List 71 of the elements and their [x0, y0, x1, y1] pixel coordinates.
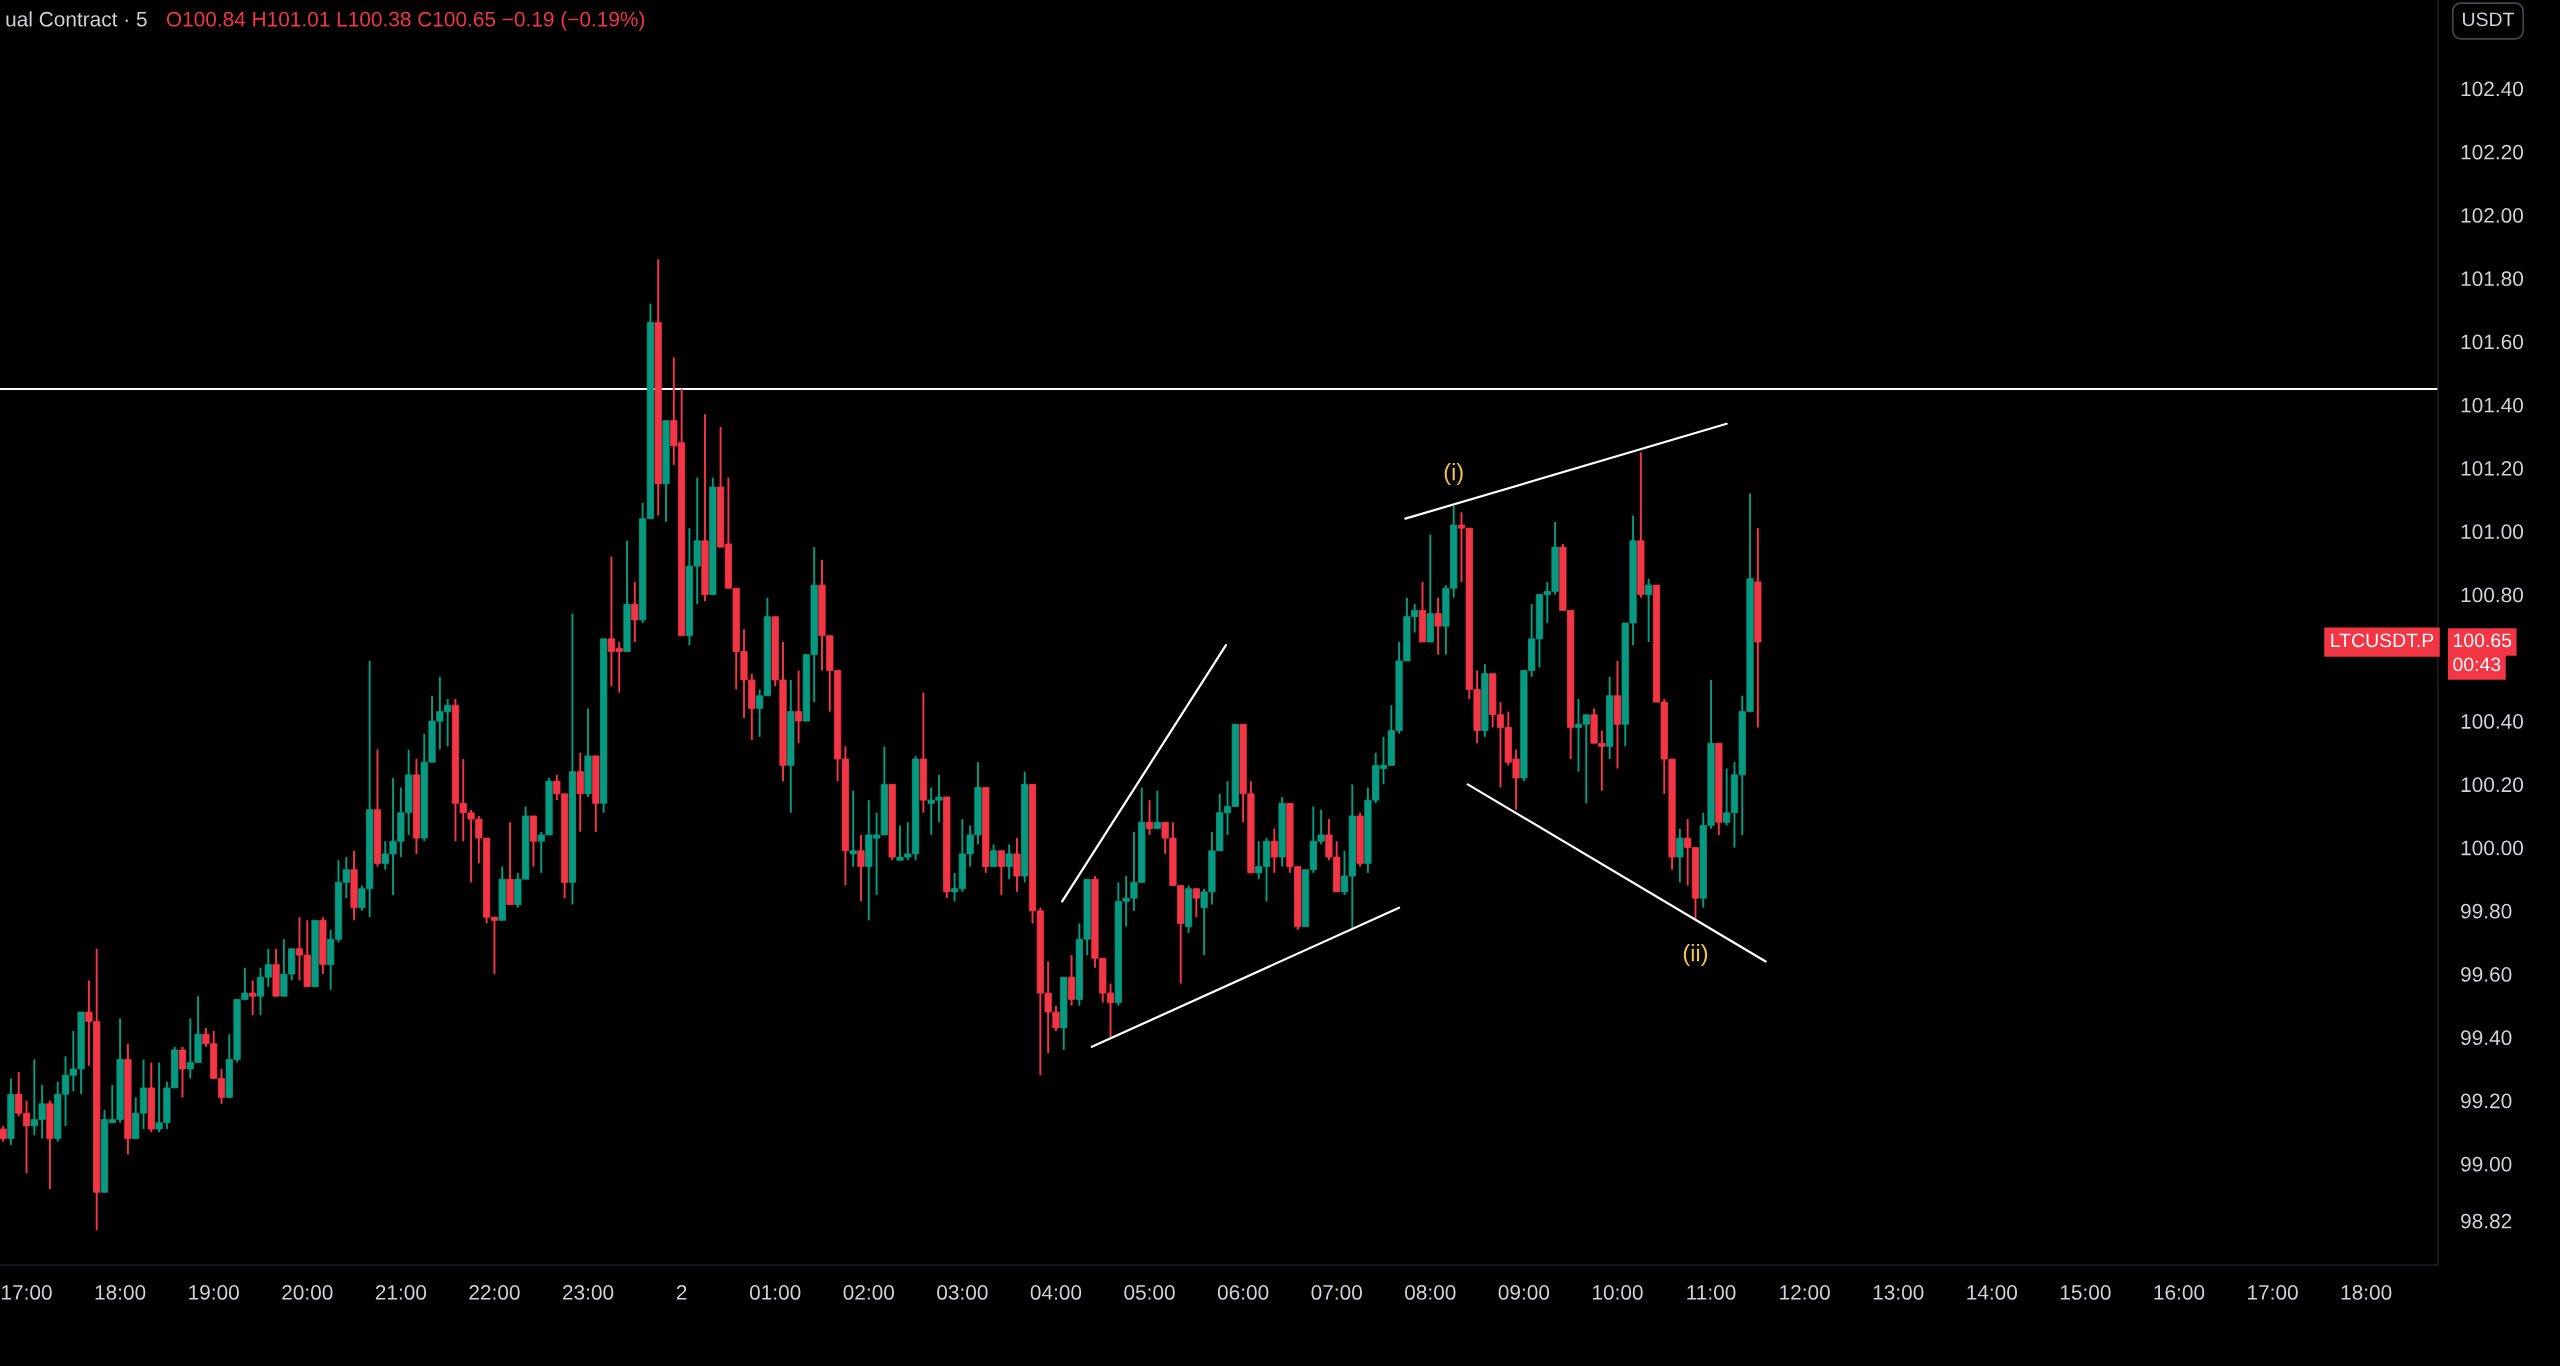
y-tick-label: 102.20 — [2461, 144, 2524, 160]
candlestick — [1676, 827, 1684, 884]
candlestick — [1270, 827, 1278, 874]
candlestick — [178, 1045, 187, 1099]
y-tick-label: 98.82 — [2461, 1213, 2512, 1229]
x-tick-label: 2 — [676, 1285, 687, 1300]
candlestick — [857, 833, 865, 903]
candlestick — [631, 580, 639, 643]
annotation: (ii) — [1683, 944, 1708, 967]
x-tick-label: 23:00 — [563, 1285, 614, 1300]
x-tick-label: 13:00 — [1873, 1285, 1924, 1300]
candlestick — [1153, 789, 1161, 830]
candlestick — [576, 751, 584, 833]
y-tick-label: 100.80 — [2461, 587, 2524, 603]
candlestick — [997, 849, 1005, 896]
text: USDT — [2463, 12, 2515, 27]
annotation: (i) — [1444, 463, 1463, 486]
x-tick-label: 16:00 — [2154, 1285, 2205, 1300]
x-tick-label: 05:00 — [1124, 1285, 1175, 1300]
candlestick — [1192, 887, 1200, 919]
chart-title: ual Contract · 5 — [6, 11, 147, 27]
y-tick-label: 101.60 — [2461, 334, 2524, 350]
y-tick-label: 99.00 — [2461, 1156, 2512, 1172]
y-tick-label: 100.00 — [2461, 840, 2524, 856]
y-tick-label: 99.40 — [2461, 1030, 2512, 1046]
x-tick-label: 18:00 — [95, 1285, 146, 1300]
y-tick-label: 99.60 — [2461, 967, 2512, 982]
text: O100.84 H101.01 L100.38 C100.65 −0.19 (−0.19%) — [166, 11, 645, 31]
candlestick — [849, 789, 857, 868]
x-tick-label: 17:00 — [2248, 1285, 2298, 1300]
candlestick — [1645, 577, 1653, 643]
annotation: LTCUSDT.P — [2331, 633, 2434, 648]
y-tick-label: 101.80 — [2461, 271, 2524, 287]
y-tick-label: 100.40 — [2461, 714, 2524, 729]
x-tick-label: 20:00 — [282, 1285, 333, 1300]
x-tick-label: 08:00 — [1405, 1285, 1456, 1300]
x-tick-label: 03:00 — [937, 1285, 988, 1300]
x-tick-label: 12:00 — [1780, 1285, 1830, 1300]
x-tick-label: 21:00 — [375, 1285, 427, 1300]
text: 00:43 — [2453, 657, 2501, 672]
x-tick-label: 01:00 — [749, 1285, 801, 1300]
x-tick-label: 07:00 — [1311, 1285, 1362, 1300]
x-tick-label: 02:00 — [843, 1285, 895, 1300]
x-tick-label: 19:00 — [189, 1285, 239, 1300]
y-tick-label: 100.20 — [2461, 777, 2524, 793]
x-tick-label: 09:00 — [1498, 1285, 1550, 1300]
candlestick — [794, 669, 803, 745]
candlestick — [249, 979, 257, 1017]
y-tick-label: 99.80 — [2461, 903, 2512, 919]
x-tick-label: 22:00 — [469, 1285, 520, 1300]
candlestick — [1005, 843, 1013, 881]
x-tick-label: 17:00 — [2, 1285, 52, 1300]
x-tick-label: 14:00 — [1967, 1285, 2018, 1300]
candlestick — [989, 843, 998, 868]
x-tick-label: 15:00 — [2060, 1285, 2111, 1300]
x-tick-label: 18:00 — [2341, 1285, 2392, 1300]
y-tick-label: 102.40 — [2461, 81, 2524, 97]
y-tick-label: 99.20 — [2461, 1093, 2512, 1109]
x-tick-label: 10:00 — [1592, 1285, 1643, 1300]
x-tick-label: 11:00 — [1687, 1285, 1736, 1300]
y-tick-label: 101.20 — [2461, 461, 2524, 476]
candlestick — [1067, 954, 1076, 1007]
y-tick-label: 101.00 — [2461, 524, 2524, 540]
candlestick — [1434, 596, 1442, 656]
text: 100.65 — [2454, 633, 2512, 648]
y-tick-label: 101.40 — [2461, 397, 2524, 413]
y-tick-label: 102.00 — [2461, 208, 2524, 223]
x-tick-label: 06:00 — [1217, 1285, 1269, 1300]
candlestick — [1013, 837, 1021, 893]
x-tick-label: 04:00 — [1030, 1285, 1082, 1300]
candlestick — [1145, 799, 1154, 836]
